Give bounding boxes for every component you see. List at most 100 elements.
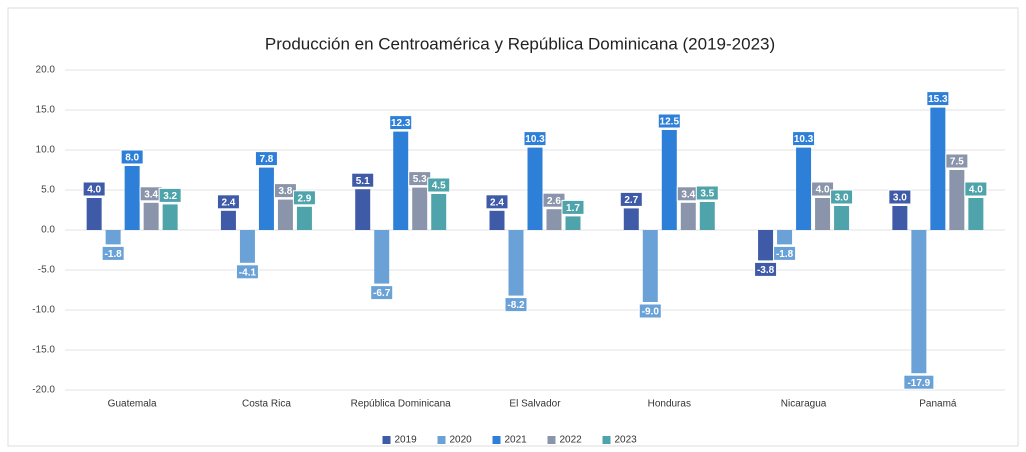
y-tick-label: 15.0 <box>36 105 56 116</box>
value-label: 7.5 <box>950 157 964 168</box>
chart-title: Producción en Centroamérica y República … <box>265 34 775 53</box>
value-label: 5.3 <box>413 174 427 185</box>
bar <box>834 206 850 230</box>
bar <box>162 204 178 230</box>
value-label-box <box>254 151 278 167</box>
bar <box>930 107 946 230</box>
value-label-box <box>964 181 988 197</box>
value-label: 2.4 <box>490 197 504 208</box>
value-label: -17.9 <box>907 378 930 389</box>
value-label: 4.0 <box>816 185 830 196</box>
value-label: 3.5 <box>700 189 714 200</box>
y-tick-label: -5.0 <box>38 265 56 276</box>
value-label: 3.4 <box>681 189 695 200</box>
value-label: 2.7 <box>624 195 638 206</box>
value-label-box <box>619 191 643 207</box>
value-label-box <box>523 131 547 147</box>
value-label: -3.8 <box>757 265 775 276</box>
y-tick-label: -20.0 <box>32 385 55 396</box>
value-label: 10.3 <box>794 134 814 145</box>
value-label: 2.6 <box>547 196 561 207</box>
value-label: 7.8 <box>259 154 273 165</box>
bar <box>796 147 812 230</box>
x-tick-label: Costa Rica <box>242 399 291 410</box>
y-tick-label: -15.0 <box>32 345 55 356</box>
value-label-box <box>120 149 144 165</box>
value-label: 4.5 <box>432 181 446 192</box>
bar <box>124 166 140 230</box>
value-label-box <box>754 261 778 277</box>
legend-swatch <box>547 436 556 444</box>
value-label: 8.0 <box>125 153 139 164</box>
bar <box>968 198 984 230</box>
legend-swatch <box>437 436 446 444</box>
bar <box>758 230 774 261</box>
x-tick-label: Nicaragua <box>781 399 827 410</box>
bar <box>374 230 390 284</box>
value-label-box <box>638 303 662 319</box>
bar <box>220 210 236 230</box>
value-label: 4.0 <box>87 185 101 196</box>
legend-swatch <box>382 436 391 444</box>
value-label-box <box>830 189 854 205</box>
bar <box>86 198 102 230</box>
value-label-box <box>504 297 528 313</box>
value-label-box <box>792 131 816 147</box>
bar <box>546 209 562 230</box>
value-label-box <box>695 185 719 201</box>
y-tick-label: 5.0 <box>41 185 55 196</box>
value-label: 12.5 <box>660 117 680 128</box>
value-label: 2.4 <box>221 197 235 208</box>
x-tick-label: República Dominicana <box>351 399 451 410</box>
value-label: 15.3 <box>928 94 948 105</box>
bar <box>699 202 715 230</box>
value-label: 4.0 <box>969 185 983 196</box>
bar <box>258 167 274 230</box>
value-label-box <box>389 115 413 131</box>
chart-frame <box>7 7 1019 447</box>
bar <box>892 206 908 230</box>
bar <box>355 189 371 230</box>
value-label: 3.4 <box>144 189 158 200</box>
value-label: 10.3 <box>525 134 545 145</box>
x-tick-label: Panamá <box>919 399 957 410</box>
bar <box>815 198 831 230</box>
bar <box>277 199 293 230</box>
bar <box>680 202 696 230</box>
x-tick-label: Honduras <box>648 399 691 410</box>
value-label-box <box>158 187 182 203</box>
bar <box>661 130 677 230</box>
value-label-box <box>351 172 375 188</box>
value-label-box <box>235 264 259 280</box>
bar <box>239 230 255 263</box>
bar <box>393 131 409 230</box>
bar <box>296 206 312 230</box>
bar <box>565 216 581 230</box>
y-tick-label: 10.0 <box>36 145 56 156</box>
value-label: 3.0 <box>893 193 907 204</box>
value-label-box <box>561 199 585 215</box>
value-label-box <box>945 153 969 169</box>
value-label-box <box>216 194 240 210</box>
value-label: -1.8 <box>776 249 794 260</box>
value-label-box <box>773 245 797 261</box>
value-label-box <box>657 113 681 129</box>
y-tick-label: 0.0 <box>41 225 55 236</box>
legend-label: 2022 <box>560 435 583 446</box>
bar <box>105 230 121 245</box>
value-label-box <box>485 194 509 210</box>
bar <box>527 147 543 230</box>
legend-label: 2020 <box>450 435 473 446</box>
legend-swatch <box>602 436 611 444</box>
value-label: -9.0 <box>642 307 660 318</box>
bar <box>143 202 159 230</box>
bar <box>642 230 658 302</box>
value-label: 3.8 <box>278 186 292 197</box>
value-label: -4.1 <box>239 267 257 278</box>
value-label-box <box>427 177 451 193</box>
value-label: 3.0 <box>835 193 849 204</box>
legend-label: 2021 <box>505 435 528 446</box>
value-label: -6.7 <box>373 288 391 299</box>
value-label-box <box>903 374 935 390</box>
